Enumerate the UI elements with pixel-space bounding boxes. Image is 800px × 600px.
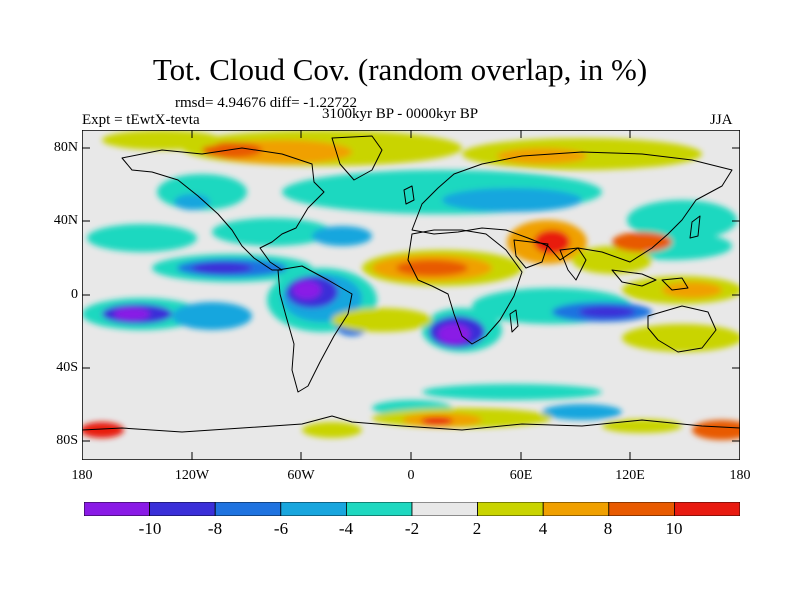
colorbar-label: 8 (603, 519, 613, 538)
colorbar-label: -10 (138, 519, 162, 538)
axis-ticks (82, 130, 740, 460)
lon-tick-0: 0 (407, 468, 415, 483)
colorbar-label: -4 (338, 519, 354, 538)
lon-tick-120w: 120W (174, 468, 210, 483)
colorbar-box (542, 502, 610, 516)
anomaly-field (82, 130, 740, 440)
colorbar-box (84, 502, 150, 516)
colorbar-box (149, 502, 216, 516)
colorbar-label: 4 (538, 519, 548, 538)
colorbar-box (214, 502, 282, 516)
lat-tick-80n: 80N (53, 140, 78, 155)
colorbar-box (608, 502, 675, 516)
colorbar-label: -8 (207, 519, 223, 538)
lon-tick-120e: 120E (615, 468, 645, 483)
lat-tick-0: 0 (71, 287, 78, 302)
colorbar-label: 10 (665, 519, 683, 538)
lat-tick-80s: 80S (56, 433, 78, 448)
rmsd-diff-stats: rmsd= 4.94676 diff= -1.22722 (175, 95, 358, 111)
lat-tick-40s: 40S (56, 360, 78, 375)
colorbar-box (477, 502, 544, 516)
colorbar-label: 2 (472, 519, 482, 538)
lon-tick-60e: 60E (509, 468, 533, 483)
colorbar-box (280, 502, 347, 516)
colorbar-label: -6 (273, 519, 289, 538)
lon-tick-180e: 180 (729, 468, 751, 483)
colorbar (84, 502, 740, 516)
cloud-cover-map (82, 130, 740, 460)
colorbar-box (345, 502, 413, 516)
colorbar-box (674, 502, 740, 516)
coastlines (82, 135, 740, 433)
period-label: 3100kyr BP - 0000kyr BP (322, 106, 479, 122)
colorbar-label: -2 (404, 519, 420, 538)
colorbar-box (411, 502, 478, 516)
lat-tick-40n: 40N (53, 213, 78, 228)
chart-title: Tot. Cloud Cov. (random overlap, in %) (152, 52, 648, 87)
experiment-label: Expt = tEwtX-tevta (82, 112, 200, 128)
lon-tick-180w: 180 (71, 468, 93, 483)
season-label: JJA (710, 112, 733, 128)
lon-tick-60w: 60W (287, 468, 315, 483)
